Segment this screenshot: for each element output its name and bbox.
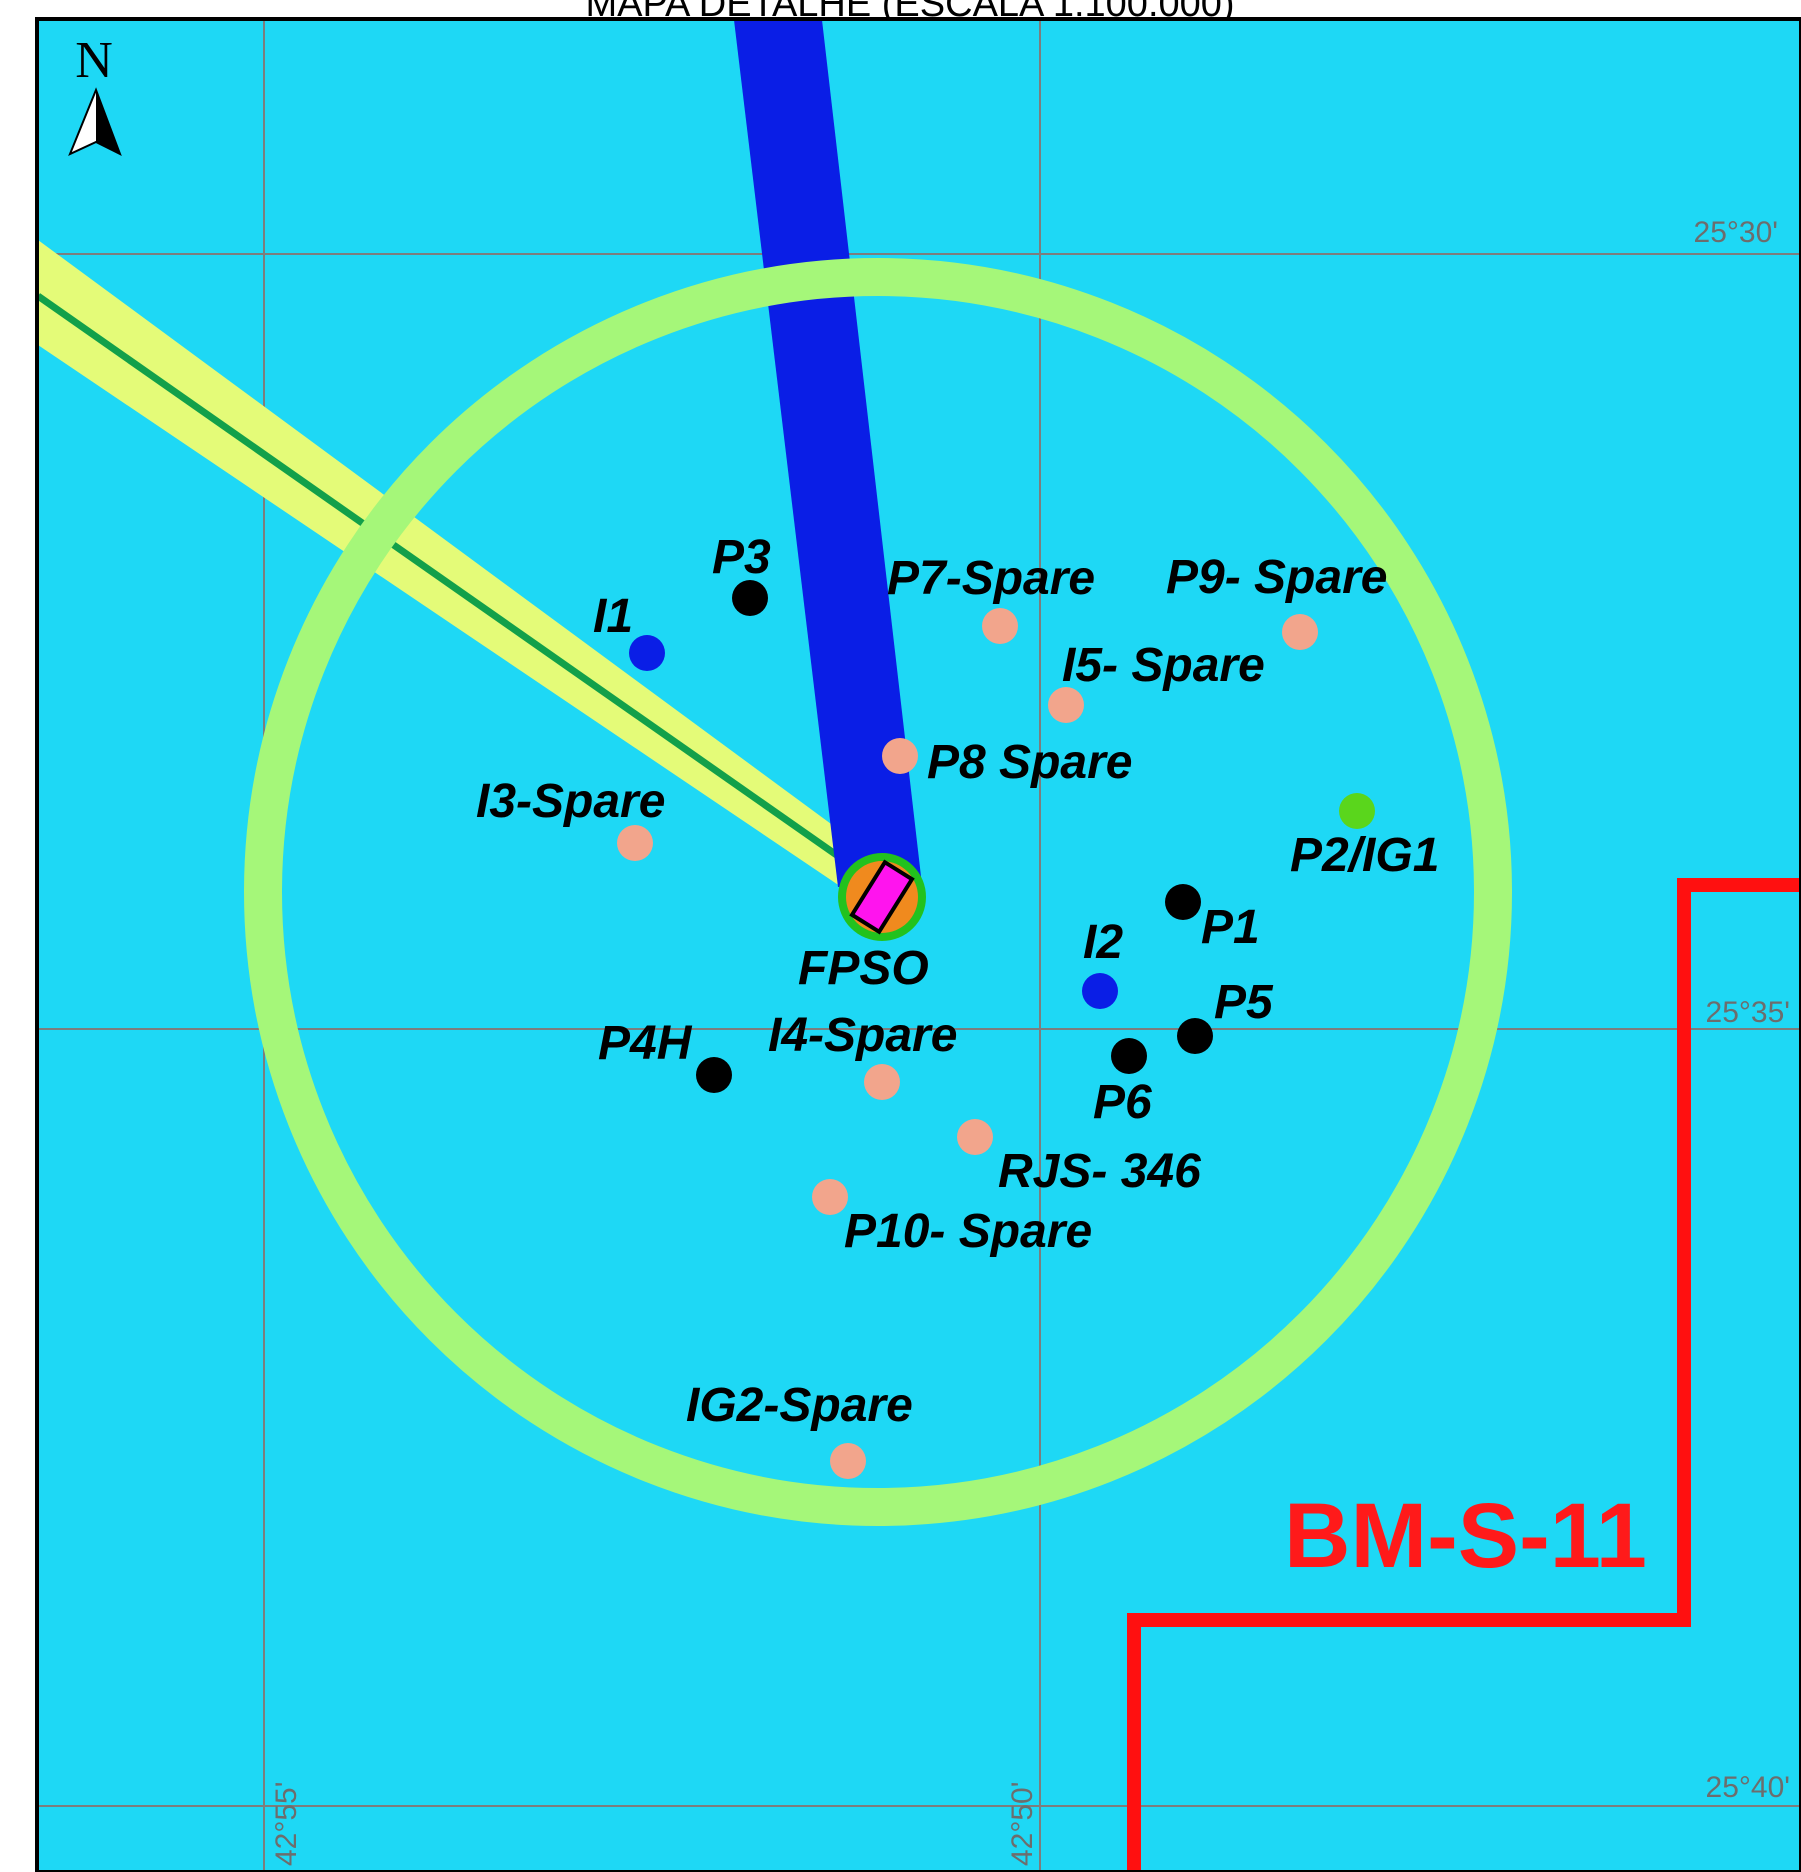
map-frame: [35, 17, 1801, 1872]
well-label-i3-spare: I3-Spare: [476, 775, 665, 828]
grid-label-lat-25-30: 25°30': [1694, 216, 1778, 249]
well-label-rjs-346: RJS- 346: [998, 1145, 1201, 1198]
well-marker-p6: [1111, 1038, 1147, 1074]
well-marker-i2: [1082, 973, 1118, 1009]
well-label-p2-ig1: P2/IG1: [1290, 829, 1439, 882]
well-label-i5-spare: I5- Spare: [1062, 639, 1265, 692]
well-label-i1: I1: [593, 590, 633, 643]
well-marker-i5-spare: [1048, 687, 1084, 723]
grid-label-lat-25-35: 25°35': [1706, 996, 1790, 1029]
well-label-ig2-spare: IG2-Spare: [686, 1379, 913, 1432]
well-marker-p9-spare: [1282, 614, 1318, 650]
well-label-p6: P6: [1093, 1076, 1152, 1129]
well-label-p9-spare: P9- Spare: [1166, 551, 1387, 604]
well-label-i2: I2: [1083, 916, 1123, 969]
pipeline-route: [734, 20, 922, 887]
well-label-p5: P5: [1214, 976, 1274, 1029]
grid-labels: 25°30' 25°35' 25°40' 42°55' 42°50': [270, 216, 1790, 1866]
exclusion-ring: [244, 258, 1512, 1526]
well-label-p7-spare: P7-Spare: [887, 552, 1095, 605]
well-marker-ig2-spare: [830, 1443, 866, 1479]
well-label-p3: P3: [712, 531, 771, 584]
block-label: BM-S-11: [1284, 1485, 1647, 1587]
grid-label-lat-25-40: 25°40': [1706, 1771, 1790, 1804]
well-marker-i3-spare: [617, 825, 653, 861]
north-arrow-dark-half: [96, 90, 120, 154]
block-boundary: [1127, 878, 1801, 1872]
well-marker-i1: [629, 635, 665, 671]
fpso-vessel: [849, 859, 915, 935]
graticule: [38, 20, 1801, 1872]
well-label-i4-spare: I4-Spare: [768, 1009, 957, 1062]
well-marker-p5: [1177, 1018, 1213, 1054]
fpso-marker: [838, 853, 926, 941]
well-marker-p10-spare: [812, 1179, 848, 1215]
well-label-p8-spare: P8 Spare: [927, 736, 1132, 789]
north-label: N: [75, 32, 113, 89]
well-label-p4h: P4H: [598, 1017, 693, 1070]
well-marker-rjs-346: [957, 1119, 993, 1155]
well-marker-p2-ig1: [1339, 793, 1375, 829]
wells-layer: P3 I1 P7-Spare P9- Spare I5- Spare P8 Spare I3…: [476, 531, 1439, 1479]
corridor-centerline: [38, 293, 881, 887]
well-marker-i4-spare: [864, 1064, 900, 1100]
grid-label-lon-42-50: 42°50': [1006, 1782, 1039, 1866]
north-arrow: N: [68, 32, 122, 157]
well-label-p1: P1: [1201, 901, 1260, 954]
export-corridor: [38, 240, 881, 905]
well-label-p10-spare: P10- Spare: [844, 1205, 1092, 1258]
well-marker-p4h: [696, 1057, 732, 1093]
well-marker-p7-spare: [982, 608, 1018, 644]
well-marker-p3: [732, 580, 768, 616]
well-marker-p8-spare: [882, 738, 918, 774]
fpso-label: FPSO: [798, 942, 929, 995]
grid-label-lon-42-55: 42°55': [270, 1782, 303, 1866]
well-marker-p1: [1165, 884, 1201, 920]
